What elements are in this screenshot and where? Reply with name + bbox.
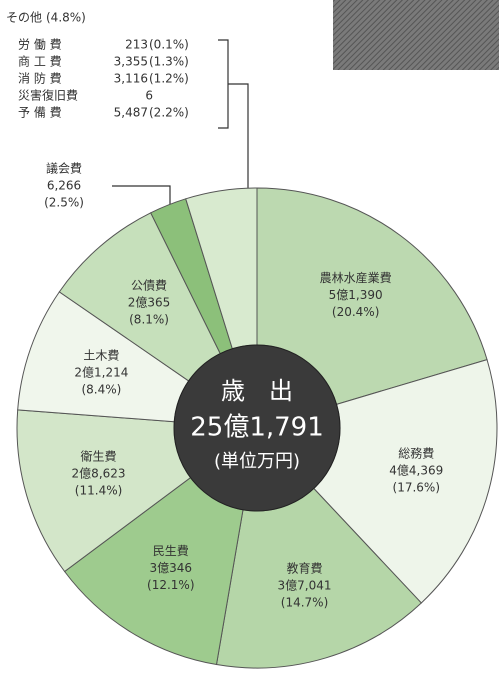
segment-label: 土木費 <box>83 348 119 363</box>
amount-label: 3億346 <box>150 561 193 575</box>
center-text: (単位万円) <box>214 451 300 472</box>
segment-value-label: (11.4%) <box>75 484 122 498</box>
center-circle <box>173 344 341 512</box>
segment-label: 議会費 <box>46 161 82 176</box>
segment-value-label: (20.4%) <box>332 305 379 319</box>
breakdown-share: (1.3%) <box>149 55 189 69</box>
breakdown-name: 災害復旧費 <box>18 88 78 103</box>
breakdown-name: 商 工 費 <box>18 54 62 69</box>
segment-label: その他 <box>6 11 42 25</box>
breakdown-amount: 3,116 <box>114 72 148 86</box>
center-text: 歳 出 <box>221 377 293 405</box>
decor-box <box>333 0 499 70</box>
breakdown-amount: 6 <box>145 89 153 103</box>
segment-label: 総務費 <box>398 446 434 461</box>
segment-value-label: (8.4%) <box>81 383 121 397</box>
segment-value-label: (4.8%) <box>46 11 86 25</box>
breakdown-amount: 3,355 <box>114 55 148 69</box>
breakdown-amount: 213 <box>125 38 148 52</box>
breakdown-name: 労 働 費 <box>18 37 62 52</box>
center-text: 25億1,791 <box>190 413 324 443</box>
amount-label: 5億1,390 <box>329 288 383 302</box>
segment-value-label: (14.7%) <box>281 596 328 610</box>
breakdown-name: 予 備 費 <box>18 105 62 120</box>
segment-label: 教育費 <box>287 561 323 576</box>
breakdown-share: (0.1%) <box>149 38 189 52</box>
segment-label: 民生費 <box>153 543 189 558</box>
segment-label: 衛生費 <box>81 449 117 464</box>
segment-label: 公債費 <box>131 278 167 293</box>
breakdown-name: 消 防 費 <box>18 71 62 86</box>
amount-label: 3億7,041 <box>278 579 332 593</box>
amount-label: 2億1,214 <box>74 366 128 380</box>
breakdown-share: (2.2%) <box>149 106 189 120</box>
breakdown-share: (1.2%) <box>149 72 189 86</box>
breakdown-amount: 5,487 <box>114 106 148 120</box>
bracket <box>218 39 249 215</box>
segment-value-label: (8.1%) <box>129 313 169 327</box>
amount-label: 6,266 <box>47 179 81 193</box>
amount-label: 2億365 <box>128 296 171 310</box>
segment-value-label: (2.5%) <box>44 196 84 210</box>
segment-label: 農林水産業費 <box>320 270 392 285</box>
segment-value-label: (17.6%) <box>393 481 440 495</box>
amount-label: 4億4,369 <box>389 464 443 478</box>
segment-value-label: (12.1%) <box>147 578 194 592</box>
amount-label: 2億8,623 <box>72 467 126 481</box>
